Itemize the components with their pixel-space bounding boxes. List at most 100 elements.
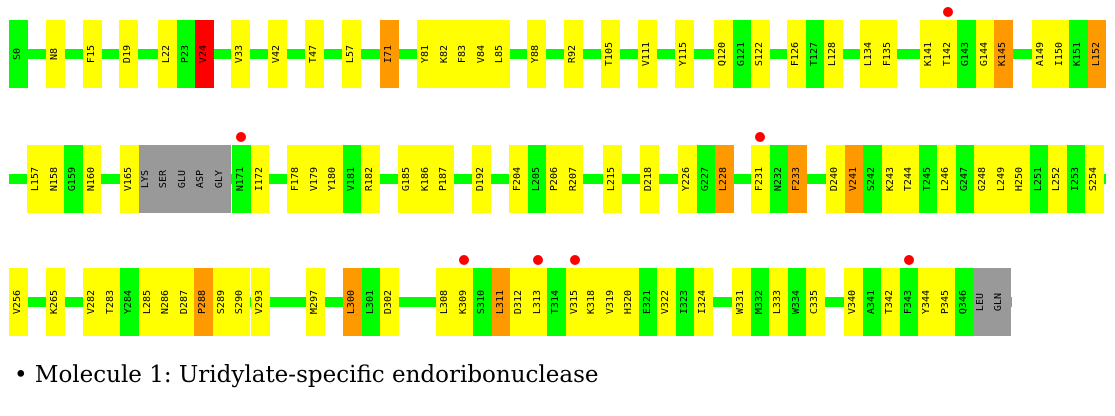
residue-label: A149: [1035, 41, 1046, 67]
residue-label: V241: [847, 166, 859, 192]
residue-box: Y284: [120, 268, 139, 336]
residue-label: N158: [48, 166, 60, 192]
residue-box: V319: [601, 268, 620, 336]
residue-box: P206: [546, 145, 565, 213]
residue-label: Y284: [123, 289, 134, 315]
residue-box: N8: [46, 20, 65, 88]
residue-box: L157: [27, 145, 46, 213]
residue-box: H250: [1011, 145, 1030, 213]
residue-box: Y180: [324, 145, 343, 213]
residue-label: L157: [30, 166, 41, 192]
residue-box: D218: [640, 145, 659, 213]
unmodelled-residue-label: SER: [158, 169, 169, 189]
residue-label: L205: [530, 166, 542, 192]
residue-box: L246: [937, 145, 956, 213]
residue-box: D312: [510, 268, 529, 336]
residue-label: S310: [476, 289, 487, 315]
residue-label: I150: [1053, 41, 1065, 67]
residue-box: N158: [45, 145, 64, 213]
residue-box: K265: [46, 268, 65, 336]
residue-box: K141: [920, 20, 939, 88]
residue-label: D240: [829, 166, 840, 192]
residue-label: L311: [494, 289, 506, 315]
residue-label: L308: [439, 289, 450, 315]
residue-box: I172: [250, 145, 269, 213]
residue-label: F126: [790, 41, 801, 67]
residue-label: S0: [12, 47, 23, 61]
residue-label: Y344: [921, 289, 932, 315]
residue-box: H320: [620, 268, 639, 336]
unmodelled-residues-label: LEU GLN: [975, 293, 1010, 311]
residue-box: K145: [994, 20, 1013, 88]
residue-box: N232: [769, 145, 788, 213]
residue-label: N286: [160, 289, 171, 315]
residue-box: L285: [138, 268, 157, 336]
residue-label: H320: [623, 289, 634, 315]
residue-box: T283: [101, 268, 120, 336]
residue-label: W331: [735, 289, 746, 315]
residue-label: K318: [586, 289, 597, 315]
residue-box: G143: [957, 20, 976, 88]
residue-label: V179: [308, 166, 320, 192]
residue-label: T142: [941, 41, 953, 67]
residue-box: V282: [83, 268, 102, 336]
residue-label: T105: [604, 41, 615, 67]
residue-label: L252: [1051, 166, 1062, 192]
unmodelled-residue-label: LEU: [974, 292, 986, 312]
residue-label: R207: [567, 166, 579, 192]
residue-box: V322: [657, 268, 676, 336]
residue-label: L228: [718, 166, 729, 192]
residue-box: D19: [119, 20, 138, 88]
residue-label: G185: [401, 166, 412, 192]
residue-label: F233: [791, 166, 802, 192]
residue-box: Y344: [918, 268, 937, 336]
residue-label: F231: [754, 166, 765, 192]
residue-box: E321: [638, 268, 657, 336]
residue-box: V181: [342, 145, 361, 213]
residue-box: L249: [992, 145, 1011, 213]
residue-label: V33: [234, 44, 245, 64]
residue-box: G248: [974, 145, 993, 213]
residue-label: T244: [903, 166, 914, 192]
residue-label: L215: [606, 166, 617, 192]
residue-box: F126: [787, 20, 806, 88]
residue-label: F83: [457, 44, 468, 64]
residue-box: D302: [380, 268, 399, 336]
residue-box: K186: [416, 145, 435, 213]
residue-label: R92: [567, 44, 578, 64]
residue-box: S310: [473, 268, 492, 336]
residue-label: G227: [699, 166, 711, 192]
residue-label: E321: [641, 289, 653, 315]
residue-box: L134: [860, 20, 879, 88]
residue-label: I323: [678, 289, 690, 315]
residue-label: D19: [122, 44, 133, 64]
residue-box: N160: [82, 145, 101, 213]
residue-label: V181: [345, 166, 357, 192]
residue-label: V340: [847, 289, 858, 315]
residue-label: S290: [234, 289, 245, 315]
unmodelled-residue-label: ASP: [195, 169, 206, 189]
residue-label: F204: [512, 166, 523, 192]
residue-box: Y88: [527, 20, 546, 88]
unmodelled-residue-label: LYS: [139, 169, 151, 189]
outlier-dot: [236, 132, 247, 142]
residue-label: L313: [531, 289, 543, 315]
residue-label: G159: [67, 166, 78, 192]
residue-label: M297: [309, 289, 320, 315]
residue-box: L313: [528, 268, 547, 336]
chain-connector-line: [9, 49, 1106, 59]
residue-box: V111: [638, 20, 657, 88]
residue-label: D218: [643, 166, 654, 192]
residue-box: F178: [287, 145, 306, 213]
residue-label: D302: [383, 289, 394, 315]
residue-label: S122: [754, 41, 765, 67]
residue-box: G144: [975, 20, 994, 88]
residue-label: T283: [104, 289, 116, 315]
residue-box: S289: [212, 268, 231, 336]
residue-box: Y115: [675, 20, 694, 88]
residue-box: G159: [64, 145, 83, 213]
residue-box: V293: [251, 268, 270, 336]
residue-box: L215: [603, 145, 622, 213]
residue-label: L333: [772, 289, 783, 315]
residue-box: R207: [564, 145, 583, 213]
